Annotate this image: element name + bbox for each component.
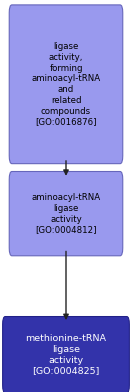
FancyBboxPatch shape bbox=[9, 5, 123, 164]
Text: methionine-tRNA
ligase
activity
[GO:0004825]: methionine-tRNA ligase activity [GO:0004… bbox=[25, 334, 107, 376]
FancyBboxPatch shape bbox=[9, 172, 123, 256]
Text: ligase
activity,
forming
aminoacyl-tRNA
and
related
compounds
[GO:0016876]: ligase activity, forming aminoacyl-tRNA … bbox=[31, 42, 101, 126]
Text: aminoacyl-tRNA
ligase
activity
[GO:0004812]: aminoacyl-tRNA ligase activity [GO:00048… bbox=[31, 193, 101, 234]
FancyBboxPatch shape bbox=[3, 317, 129, 392]
